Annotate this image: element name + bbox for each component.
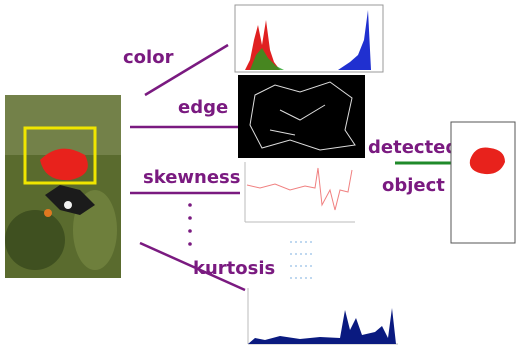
butterfly-spot (44, 209, 52, 217)
kurtosis-chart (248, 288, 398, 344)
dot (188, 216, 192, 220)
skewness-chart (245, 162, 355, 222)
ellipsis-dots (188, 203, 192, 246)
series-area (248, 308, 396, 344)
feature-label: skewness (143, 167, 241, 188)
ellipsis-lines (290, 242, 315, 278)
feature-label: edge (178, 97, 228, 118)
edge-background (238, 75, 365, 158)
feature-label: color (123, 47, 174, 68)
photo-leaf (5, 210, 65, 270)
detected-object-panel (451, 122, 515, 243)
panel-frame (451, 122, 515, 243)
butterfly-spot (64, 201, 72, 209)
dot (188, 229, 192, 233)
page: color edge skewness kurtosis detected ob… (0, 0, 524, 349)
dot (188, 242, 192, 246)
color-histogram (235, 5, 383, 72)
series-line (247, 168, 352, 210)
dot (188, 203, 192, 207)
input-image (5, 95, 121, 278)
feature-label: kurtosis (193, 258, 275, 279)
photo-shade (5, 95, 121, 155)
diagram: color edge skewness kurtosis detected ob… (0, 0, 524, 349)
edge-map (238, 75, 365, 158)
output-label: detected (368, 137, 458, 158)
output-label: object (382, 175, 445, 196)
